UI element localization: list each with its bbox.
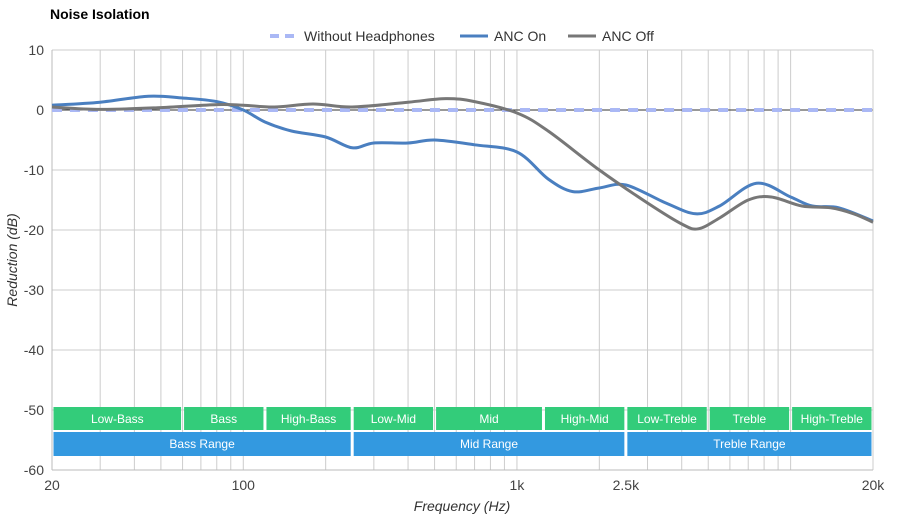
range-label: Mid Range <box>460 437 518 451</box>
band-label: Low-Bass <box>91 412 144 426</box>
legend-label: Without Headphones <box>304 28 435 44</box>
band-low-bass <box>53 407 182 430</box>
band-treble <box>709 407 790 430</box>
band-mid <box>436 407 542 430</box>
legend-label: ANC Off <box>602 28 654 44</box>
series-line-anc-off <box>51 97 874 231</box>
band-label: Low-Treble <box>637 412 697 426</box>
band-label: High-Mid <box>561 412 609 426</box>
range-label: Bass Range <box>169 437 235 451</box>
x-tick-label: 100 <box>232 477 256 493</box>
y-tick-label: -40 <box>24 342 44 358</box>
y-tick-label: -10 <box>24 162 44 178</box>
y-tick-label: 10 <box>28 42 44 58</box>
band-high-mid <box>544 407 625 430</box>
chart-title: Noise Isolation <box>50 6 150 22</box>
y-tick-label: 0 <box>36 102 44 118</box>
y-axis-title: Reduction (dB) <box>4 213 20 306</box>
x-tick-label: 1k <box>510 477 526 493</box>
band-high-treble <box>792 407 872 430</box>
range-label: Treble Range <box>713 437 786 451</box>
band-label: Treble <box>733 412 767 426</box>
range-mid-range <box>353 432 625 456</box>
band-low-mid <box>353 407 434 430</box>
band-label: Mid <box>479 412 498 426</box>
x-tick-label: 2.5k <box>613 477 640 493</box>
y-tick-label: -50 <box>24 402 44 418</box>
x-axis-title: Frequency (Hz) <box>414 498 510 514</box>
legend-label: ANC On <box>494 28 546 44</box>
series-line-anc-on <box>51 94 874 223</box>
band-low-treble <box>627 407 707 430</box>
range-treble-range <box>627 432 872 456</box>
band-bass <box>184 407 264 430</box>
band-high-bass <box>266 407 351 430</box>
range-bass-range <box>53 432 351 456</box>
band-label: Low-Mid <box>371 412 416 426</box>
band-label: Bass <box>210 412 237 426</box>
y-tick-label: -30 <box>24 282 44 298</box>
band-label: High-Bass <box>281 412 336 426</box>
band-label: High-Treble <box>801 412 864 426</box>
y-tick-label: -20 <box>24 222 44 238</box>
y-tick-label: -60 <box>24 462 44 478</box>
x-tick-label: 20 <box>44 477 60 493</box>
x-tick-label: 20k <box>862 477 886 493</box>
